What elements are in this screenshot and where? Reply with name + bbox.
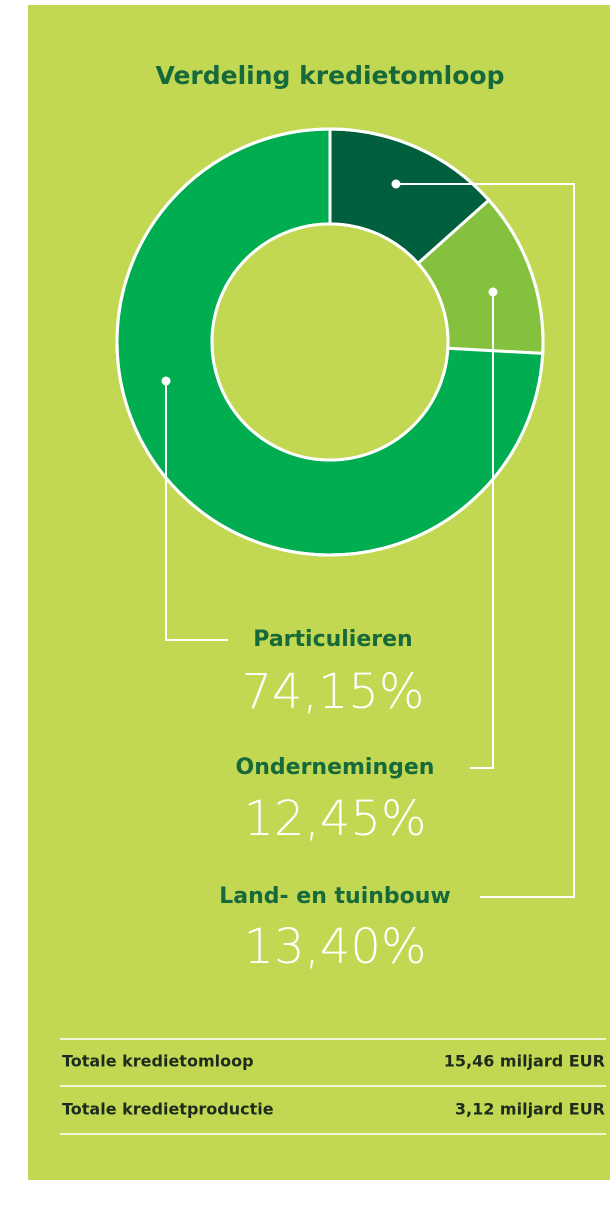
leader-line	[396, 183, 575, 898]
value-label: 13,40%	[243, 919, 426, 975]
value-label: 12,45%	[243, 791, 426, 847]
category-label: Particulieren	[253, 627, 412, 652]
row-value: 15,46 miljard EUR	[444, 1052, 605, 1071]
category-label: Ondernemingen	[236, 755, 435, 780]
leader-dot	[161, 376, 171, 386]
donut-outline	[115, 127, 545, 557]
chart-title: Verdeling kredietomloop	[156, 61, 505, 90]
donut-hole	[210, 222, 450, 462]
row-label: Totale kredietproductie	[62, 1100, 274, 1119]
leader-line	[470, 292, 494, 769]
row-label: Totale kredietomloop	[62, 1052, 254, 1071]
value-label: 74,15%	[241, 664, 424, 720]
leader-dot	[391, 179, 401, 189]
category-label: Land- en tuinbouw	[219, 884, 451, 909]
row-value: 3,12 miljard EUR	[455, 1100, 605, 1119]
leader-dot	[488, 287, 498, 297]
leader-line	[165, 381, 228, 641]
